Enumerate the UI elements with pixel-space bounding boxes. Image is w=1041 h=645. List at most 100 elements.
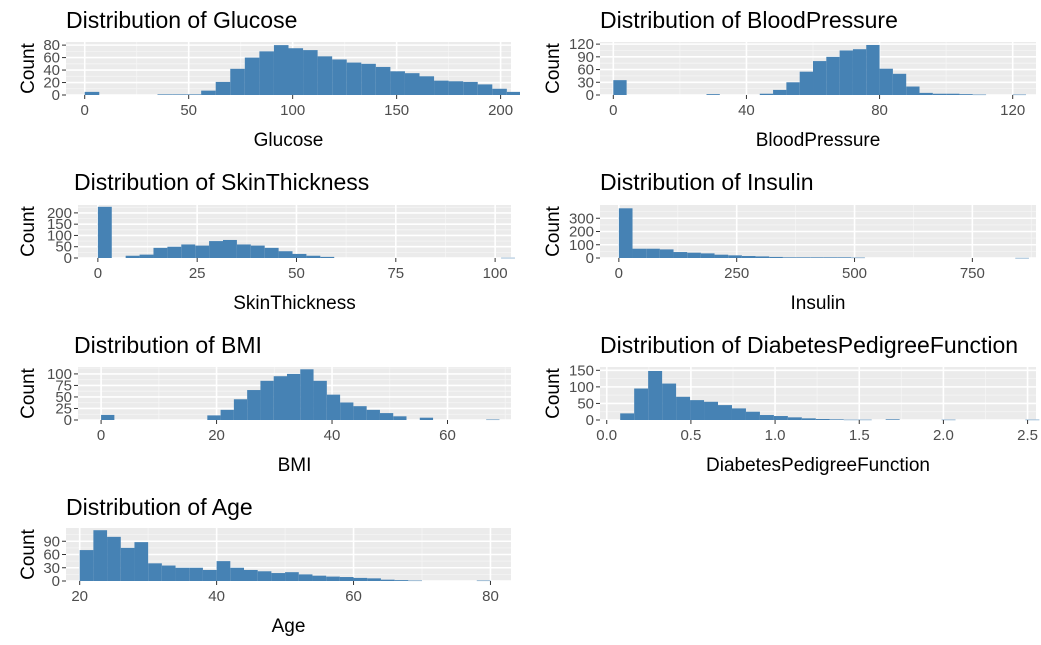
y-tick-label: 60: [43, 50, 60, 67]
chart-title: Distribution of Glucose: [66, 7, 297, 33]
panel-bloodpressure: 0 40 80 120 0 30 60 90 120 Distribution of BloodP…: [520, 0, 1041, 162]
x-tick-label: 2.0: [933, 427, 954, 444]
x-tick-label: 0: [615, 265, 623, 282]
y-tick-label: 150: [569, 362, 594, 379]
histogram-bar: [257, 571, 272, 581]
histogram-bar: [79, 550, 94, 581]
histogram-bar: [380, 579, 395, 581]
x-tick-label: 2.5: [1017, 427, 1038, 444]
histogram-bar: [613, 80, 627, 95]
panel-diabetespedigreefunction: 0.0 0.5 1.0 1.5 2.0 2.5 0 50 100 150 Distribution …: [520, 324, 1041, 486]
histogram-bar: [648, 370, 663, 420]
x-axis-label: SkinThickness: [233, 293, 356, 314]
y-tick-label: 25: [55, 400, 72, 417]
panel-insulin: 0 250 500 750 0 100 200 300 Distribution of Insu…: [520, 162, 1041, 324]
histogram-bar: [972, 94, 987, 96]
x-tick-label: 500: [842, 265, 867, 282]
histogram-bar: [134, 542, 149, 581]
histogram-bar: [759, 93, 774, 95]
histogram-bar: [107, 536, 121, 581]
histogram-bar: [946, 93, 960, 95]
panel-glucose: 0 50 100 150 200 0 20 40 60 80 Distribution of Glu…: [0, 0, 520, 162]
chart-title: Distribution of SkinThickness: [74, 169, 369, 195]
histogram-bar: [353, 406, 367, 420]
histogram-bar: [419, 417, 434, 420]
histogram-bar: [813, 61, 827, 95]
histogram-bar: [195, 245, 210, 258]
x-tick-label: 1.5: [849, 427, 870, 444]
y-tick-label: 150: [47, 216, 72, 233]
histogram-bar: [366, 409, 380, 420]
histogram-bar: [476, 580, 491, 582]
histogram-bar: [300, 369, 314, 420]
histogram-bar: [829, 419, 844, 420]
histogram-bar: [477, 84, 493, 95]
y-tick-label: 50: [55, 389, 72, 406]
histogram-bar: [153, 247, 168, 258]
histogram-bar: [273, 45, 289, 95]
y-tick-label: 60: [43, 547, 60, 564]
y-axis-label: Count: [18, 528, 39, 579]
histogram-bar: [486, 419, 500, 421]
y-tick-label: 100: [47, 227, 72, 244]
x-tick-label: 0: [97, 427, 105, 444]
x-tick-label: 50: [180, 102, 197, 119]
histogram-bar: [941, 419, 956, 421]
histogram-bar: [259, 51, 274, 95]
x-axis-label: DiabetesPedigreeFunction: [706, 455, 930, 476]
histogram-bar: [773, 416, 788, 420]
histogram-bar: [659, 249, 674, 258]
y-tick-label: 50: [577, 395, 594, 412]
histogram-bar: [731, 408, 746, 420]
histogram-bar: [448, 81, 464, 95]
histogram-bar: [278, 251, 293, 258]
histogram-bar: [216, 561, 231, 581]
histogram-bar: [932, 93, 947, 95]
x-tick-label: 100: [280, 102, 305, 119]
histogram-bar: [320, 256, 335, 258]
histogram-bar: [97, 206, 112, 258]
histogram-bar: [247, 390, 261, 420]
histogram-bar: [755, 256, 770, 258]
histogram-bar: [773, 89, 787, 95]
panel-bmi: 0 20 40 60 0 25 50 75 100 Distribution of BMI BMI C…: [0, 324, 520, 486]
histogram-bar: [706, 94, 720, 95]
histogram-bar: [826, 56, 840, 95]
histogram-bar: [346, 62, 362, 95]
histogram-bar: [690, 400, 705, 420]
histogram-bar: [172, 94, 187, 95]
histogram-bar: [632, 248, 647, 258]
gridlines: [78, 205, 511, 259]
x-axis-label: Insulin: [791, 293, 846, 314]
y-tick-label: 40: [43, 62, 60, 79]
histogram-bar: [215, 81, 231, 95]
glucose-bars: [84, 45, 520, 95]
chart-title: Distribution of Insulin: [600, 169, 814, 195]
x-tick-label: 80: [482, 588, 499, 605]
histogram-bar: [745, 411, 760, 420]
histogram-bar: [857, 419, 872, 421]
y-tick-label: 100: [569, 237, 594, 254]
diabetespedigreefunction-bars: [620, 370, 1040, 421]
histogram-bar: [885, 419, 900, 420]
histogram-bar: [919, 92, 933, 95]
histogram-bar: [353, 577, 368, 581]
histogram-bar: [339, 577, 354, 581]
histogram-bar: [288, 48, 304, 95]
panel-age: 20 40 60 80 0 30 60 90 Distribution of Age Age Cou…: [0, 486, 520, 645]
y-tick-label: 75: [55, 377, 72, 394]
histogram-bar: [394, 580, 409, 581]
x-tick-label: 0: [609, 102, 617, 119]
histogram-bar: [379, 413, 394, 420]
histogram-bar: [801, 418, 816, 420]
histogram-bar: [676, 396, 691, 420]
y-tick-label: 0: [52, 87, 60, 104]
histogram-bar: [273, 376, 287, 420]
x-tick-label: 250: [724, 265, 749, 282]
